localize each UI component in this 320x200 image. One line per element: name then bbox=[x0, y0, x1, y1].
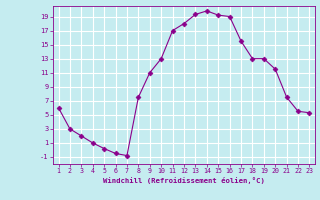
X-axis label: Windchill (Refroidissement éolien,°C): Windchill (Refroidissement éolien,°C) bbox=[103, 177, 265, 184]
